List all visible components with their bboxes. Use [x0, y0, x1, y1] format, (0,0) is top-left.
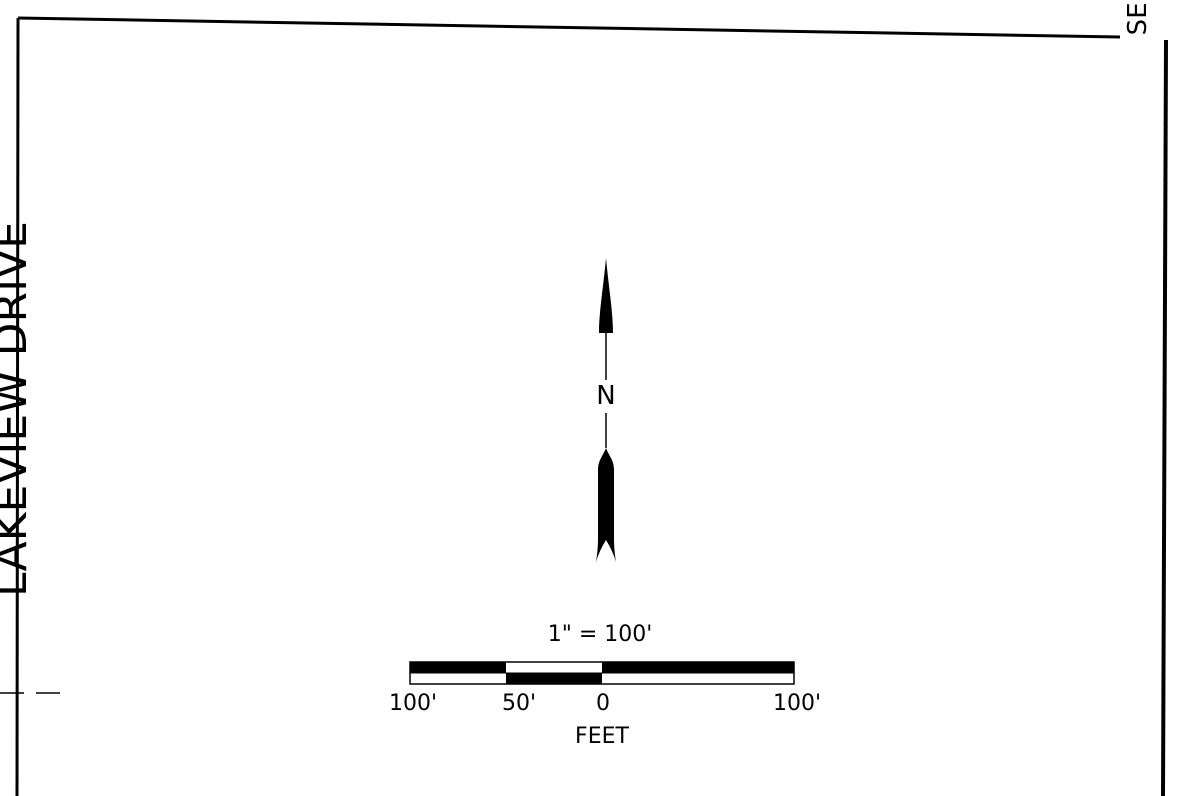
right-boundary-line [1161, 39, 1168, 796]
scale-tick-label: 100' [388, 691, 438, 716]
corner-label: SEI [1123, 0, 1153, 36]
top-boundary-line [17, 16, 1121, 39]
scale-ratio-label: 1" = 100' [547, 622, 653, 647]
left-boundary-line [15, 17, 20, 796]
scale-units-label: FEET [575, 724, 629, 749]
scale-bar [409, 661, 795, 685]
north-label: N [596, 381, 616, 411]
scale-tick-label: 100' [772, 691, 822, 716]
north-arrow-icon [596, 258, 616, 562]
scale-tick-label: 50' [501, 691, 537, 716]
scale-tick-label: 0 [596, 691, 610, 716]
street-name-label: LAKEVIEW DRIVE [0, 221, 37, 597]
